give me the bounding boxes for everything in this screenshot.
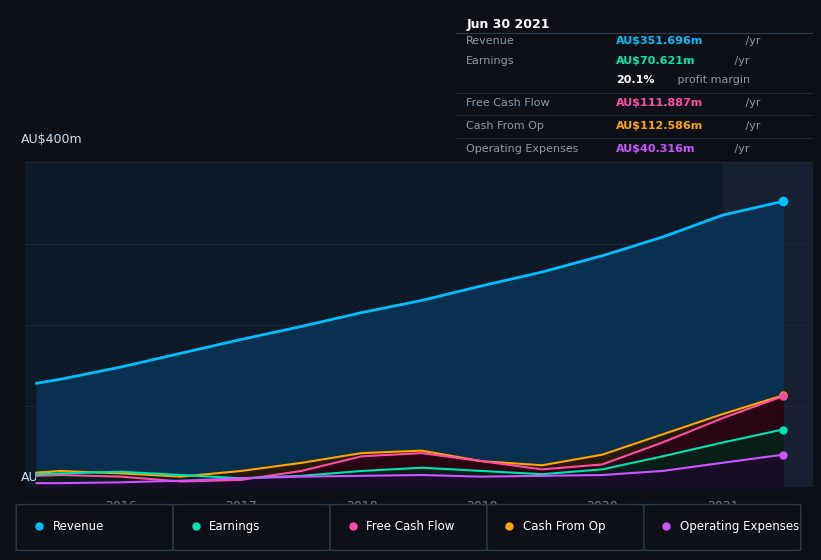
- Text: 20.1%: 20.1%: [617, 76, 655, 85]
- Text: Earnings: Earnings: [466, 55, 515, 66]
- FancyBboxPatch shape: [487, 505, 644, 550]
- Text: Earnings: Earnings: [209, 520, 261, 533]
- FancyBboxPatch shape: [173, 505, 330, 550]
- Text: Cash From Op: Cash From Op: [523, 520, 606, 533]
- Text: AU$40.316m: AU$40.316m: [617, 144, 696, 154]
- Bar: [722, 162, 813, 487]
- Text: /yr: /yr: [742, 121, 760, 131]
- Text: Operating Expenses: Operating Expenses: [680, 520, 800, 533]
- Text: Cash From Op: Cash From Op: [466, 121, 544, 131]
- Text: Revenue: Revenue: [466, 36, 515, 46]
- Text: Operating Expenses: Operating Expenses: [466, 144, 579, 154]
- Text: /yr: /yr: [731, 55, 749, 66]
- Text: AU$112.586m: AU$112.586m: [617, 121, 704, 131]
- Text: Jun 30 2021: Jun 30 2021: [466, 18, 550, 31]
- FancyBboxPatch shape: [644, 505, 800, 550]
- Text: AU$0: AU$0: [21, 471, 54, 484]
- FancyBboxPatch shape: [16, 505, 173, 550]
- Text: /yr: /yr: [742, 36, 760, 46]
- Text: AU$351.696m: AU$351.696m: [617, 36, 704, 46]
- Text: AU$400m: AU$400m: [21, 133, 82, 146]
- Text: profit margin: profit margin: [673, 76, 750, 85]
- Text: /yr: /yr: [742, 98, 760, 108]
- Text: Free Cash Flow: Free Cash Flow: [466, 98, 550, 108]
- Text: /yr: /yr: [731, 144, 749, 154]
- FancyBboxPatch shape: [330, 505, 487, 550]
- Text: AU$111.887m: AU$111.887m: [617, 98, 704, 108]
- Text: Revenue: Revenue: [53, 520, 103, 533]
- Text: Free Cash Flow: Free Cash Flow: [366, 520, 455, 533]
- Text: AU$70.621m: AU$70.621m: [617, 55, 696, 66]
